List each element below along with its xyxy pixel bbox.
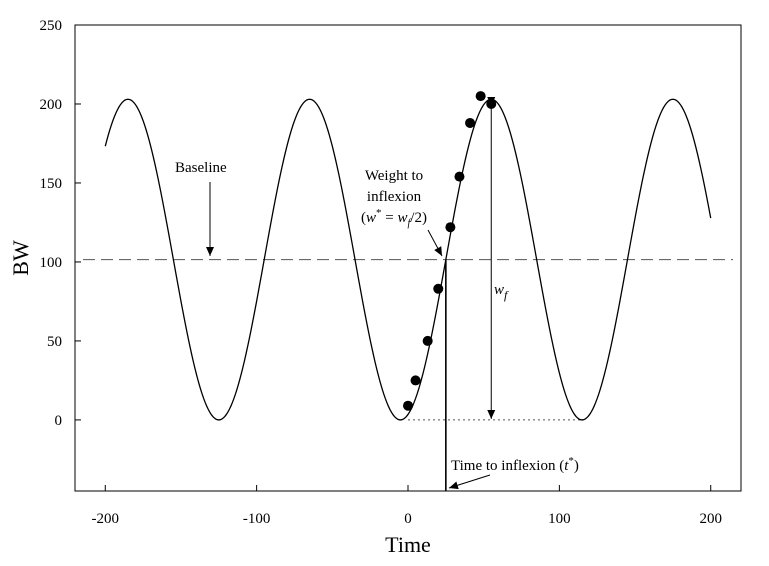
- data-point: [454, 171, 465, 182]
- data-point: [422, 335, 433, 346]
- data-point: [465, 117, 476, 128]
- sinusoid-curve: [104, 98, 712, 421]
- y-tick-label: 250: [40, 18, 63, 34]
- time-inflexion-label: Time to inflexion (t*): [451, 455, 579, 474]
- wf-label: wf: [494, 282, 509, 302]
- x-tick-label: 0: [404, 511, 412, 527]
- x-axis-ticks: -200 -100 0 100 200: [92, 485, 722, 527]
- weight-arrow: [427, 229, 443, 257]
- weight-label-line1: Weight to: [365, 168, 423, 184]
- baseline-label: Baseline: [175, 160, 227, 176]
- data-point: [403, 400, 413, 411]
- y-tick-label: 100: [40, 255, 63, 271]
- data-points: [403, 91, 497, 411]
- y-tick-label: 150: [40, 176, 63, 192]
- x-tick-label: 100: [548, 511, 571, 527]
- y-tick-label: 50: [47, 334, 62, 350]
- y-axis-title: BW: [8, 240, 33, 276]
- time-inflexion-arrow: [448, 474, 491, 490]
- y-axis-ticks: 0 50 100 150 200 250: [40, 18, 81, 429]
- y-tick-label: 0: [55, 413, 63, 429]
- data-point: [410, 375, 421, 386]
- data-point: [433, 283, 444, 294]
- data-point: [486, 98, 497, 109]
- x-tick-label: 200: [699, 511, 722, 527]
- weight-formula: (w* = wf/2): [361, 207, 427, 229]
- x-tick-label: -100: [243, 511, 271, 527]
- plot-frame: [74, 24, 742, 492]
- x-axis-title: Time: [385, 532, 431, 557]
- y-tick-label: 200: [40, 97, 63, 113]
- x-tick-label: -200: [92, 511, 120, 527]
- data-point: [445, 222, 456, 233]
- data-point: [475, 91, 486, 102]
- weight-label-line2: inflexion: [367, 189, 422, 205]
